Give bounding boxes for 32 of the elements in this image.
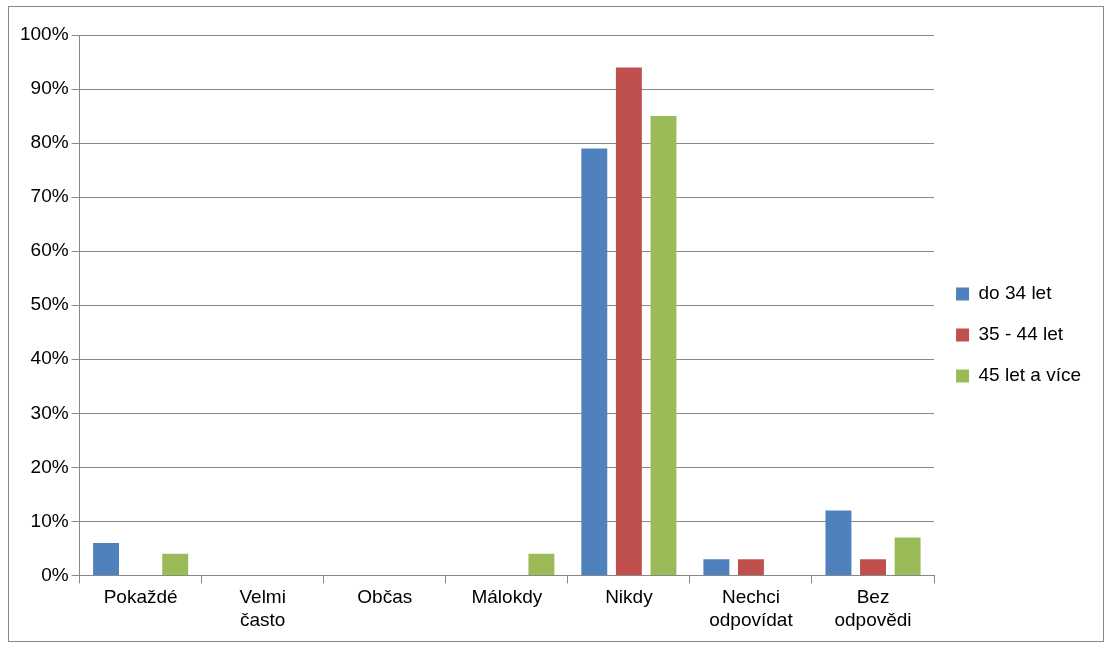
bar — [703, 559, 730, 575]
y-tick-label: 60% — [30, 239, 69, 261]
y-tick-label: 50% — [30, 293, 69, 315]
y-tick-label: 40% — [30, 347, 69, 369]
y-tick-label: 0% — [41, 563, 69, 585]
x-tick-label: Bez odpovědi — [834, 586, 912, 630]
bar — [615, 67, 642, 575]
legend-label: do 34 let — [978, 282, 1053, 304]
x-tick-label: Velmi často — [239, 586, 286, 630]
bar — [93, 542, 120, 575]
y-tick-label: 30% — [30, 401, 69, 423]
bar — [894, 537, 921, 575]
bar — [737, 559, 764, 575]
bar — [162, 553, 189, 575]
y-tick-label: 10% — [30, 509, 69, 531]
bar — [581, 148, 608, 575]
x-tick-label: Nikdy — [605, 586, 654, 608]
y-tick-label: 20% — [30, 455, 69, 477]
y-tick-label: 80% — [30, 131, 69, 153]
y-tick-label: 100% — [19, 23, 69, 45]
legend-label: 45 let a více — [978, 364, 1081, 386]
bar — [528, 553, 555, 575]
y-tick-label: 70% — [30, 185, 69, 207]
x-tick-label: Nechci odpovídat — [709, 586, 794, 630]
y-tick-label: 90% — [30, 77, 69, 99]
x-tick-label: Občas — [357, 586, 413, 608]
x-tick-label: Málokdy — [471, 586, 543, 608]
bar — [650, 116, 677, 575]
legend-label: 35 - 44 let — [978, 323, 1064, 345]
bar — [860, 559, 886, 575]
x-tick-label: Pokaždé — [103, 586, 178, 608]
bar — [825, 510, 852, 575]
